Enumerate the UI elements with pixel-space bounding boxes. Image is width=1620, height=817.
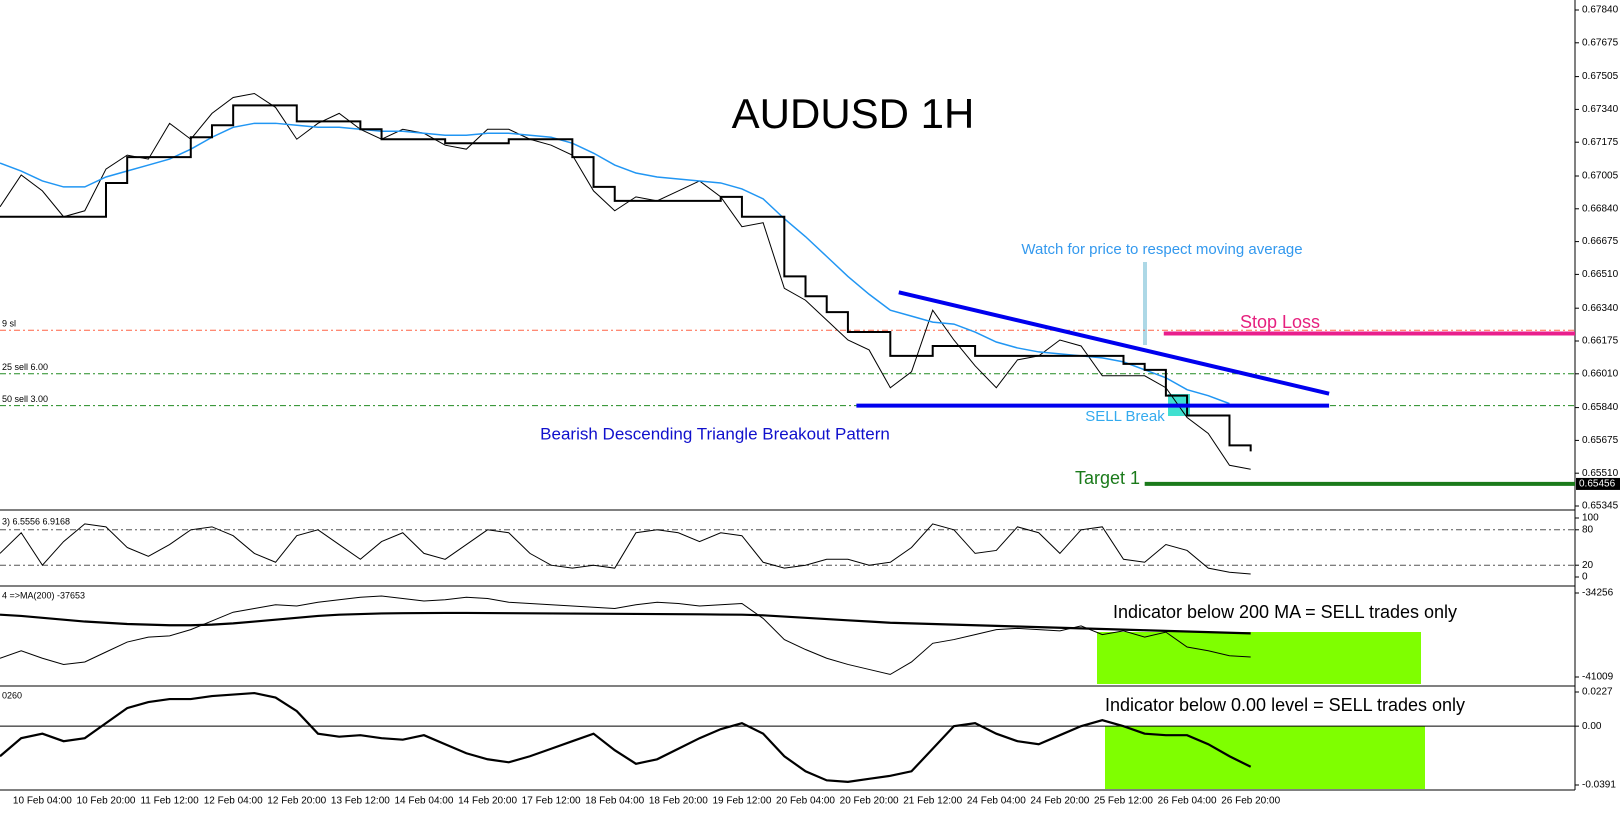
y-tick-label: 0.67340 xyxy=(1582,104,1619,115)
series-line xyxy=(0,595,1251,675)
x-tick-label: 24 Feb 20:00 xyxy=(1030,796,1089,807)
annotation: Indicator below 200 MA = SELL trades onl… xyxy=(1113,602,1457,622)
x-tick-label: 17 Feb 12:00 xyxy=(522,796,581,807)
y-tick-label: 0.65840 xyxy=(1582,402,1619,413)
series-line xyxy=(0,523,1251,575)
y-tick-label: 0.66175 xyxy=(1582,336,1619,347)
x-tick-label: 20 Feb 04:00 xyxy=(776,796,835,807)
y-tick-label: 0.66010 xyxy=(1582,368,1619,379)
x-tick-label: 26 Feb 20:00 xyxy=(1221,796,1280,807)
panel-header: 4 =>MA(200) -37653 xyxy=(2,590,85,600)
x-tick-label: 18 Feb 04:00 xyxy=(585,796,644,807)
annotation: Bearish Descending Triangle Breakout Pat… xyxy=(540,424,890,443)
panel-header: 0260 xyxy=(2,690,22,700)
x-tick-label: 12 Feb 04:00 xyxy=(204,796,263,807)
y-tick-label: 80 xyxy=(1582,524,1594,535)
x-tick-label: 13 Feb 12:00 xyxy=(331,796,390,807)
series-line xyxy=(0,104,1252,452)
level-label: 25 sell 6.00 xyxy=(2,362,48,372)
y-tick-label: 0.66675 xyxy=(1582,236,1619,247)
y-tick-label: 0.65675 xyxy=(1582,435,1619,446)
y-tick-label: 0.65345 xyxy=(1582,501,1619,512)
x-tick-label: 18 Feb 20:00 xyxy=(649,796,708,807)
series-line xyxy=(0,611,1251,635)
annotation: Indicator below 0.00 level = SELL trades… xyxy=(1105,695,1465,715)
x-tick-label: 20 Feb 20:00 xyxy=(840,796,899,807)
y-tick-label: -34256 xyxy=(1582,588,1614,599)
price-tag xyxy=(1576,477,1620,490)
x-tick-label: 10 Feb 20:00 xyxy=(77,796,136,807)
y-tick-label: 0.67005 xyxy=(1582,171,1619,182)
x-tick-label: 12 Feb 20:00 xyxy=(267,796,326,807)
series-line xyxy=(0,122,1230,405)
x-tick-label: 14 Feb 04:00 xyxy=(394,796,453,807)
annotation: Stop Loss xyxy=(1240,312,1320,332)
y-tick-label: 0.66840 xyxy=(1582,203,1619,214)
y-tick-label: 0.65510 xyxy=(1582,468,1619,479)
y-tick-label: 0.00 xyxy=(1582,721,1602,732)
x-tick-label: 10 Feb 04:00 xyxy=(13,796,72,807)
y-tick-label: -41009 xyxy=(1582,672,1614,683)
x-tick-label: 11 Feb 12:00 xyxy=(140,796,199,807)
panel-header: 3) 6.5556 6.9168 xyxy=(2,516,70,526)
annotation: Watch for price to respect moving averag… xyxy=(1021,241,1302,258)
x-tick-label: 19 Feb 12:00 xyxy=(712,796,771,807)
trend-line xyxy=(898,290,1330,396)
y-tick-label: 0 xyxy=(1582,572,1588,583)
series-line xyxy=(0,691,1252,783)
level-label: 9 sl xyxy=(2,319,16,329)
x-tick-label: 21 Feb 12:00 xyxy=(903,796,962,807)
y-tick-label: 0.66510 xyxy=(1582,269,1619,280)
price-tag-label: 0.65456 xyxy=(1579,479,1616,490)
x-tick-label: 14 Feb 20:00 xyxy=(458,796,517,807)
x-tick-label: 24 Feb 04:00 xyxy=(967,796,1026,807)
chart-title: AUDUSD 1H xyxy=(732,90,975,137)
y-tick-label: 0.67675 xyxy=(1582,37,1619,48)
annotation: Target 1 xyxy=(1075,468,1140,488)
x-tick-label: 26 Feb 04:00 xyxy=(1158,796,1217,807)
y-tick-label: 0.0227 xyxy=(1582,687,1613,698)
annotation: SELL Break xyxy=(1085,408,1165,425)
y-tick-label: 0.67175 xyxy=(1582,137,1619,148)
y-tick-label: -0.0391 xyxy=(1582,780,1616,791)
level-label: 50 sell 3.00 xyxy=(2,394,48,404)
x-tick-label: 25 Feb 12:00 xyxy=(1094,796,1153,807)
y-tick-label: 20 xyxy=(1582,560,1594,571)
highlight-box xyxy=(1097,632,1421,684)
y-tick-label: 100 xyxy=(1582,513,1599,524)
y-tick-label: 0.66340 xyxy=(1582,303,1619,314)
highlight-box xyxy=(1105,726,1425,789)
y-tick-label: 0.67840 xyxy=(1582,5,1619,16)
series-line xyxy=(0,92,1251,470)
y-tick-label: 0.67505 xyxy=(1582,71,1619,82)
